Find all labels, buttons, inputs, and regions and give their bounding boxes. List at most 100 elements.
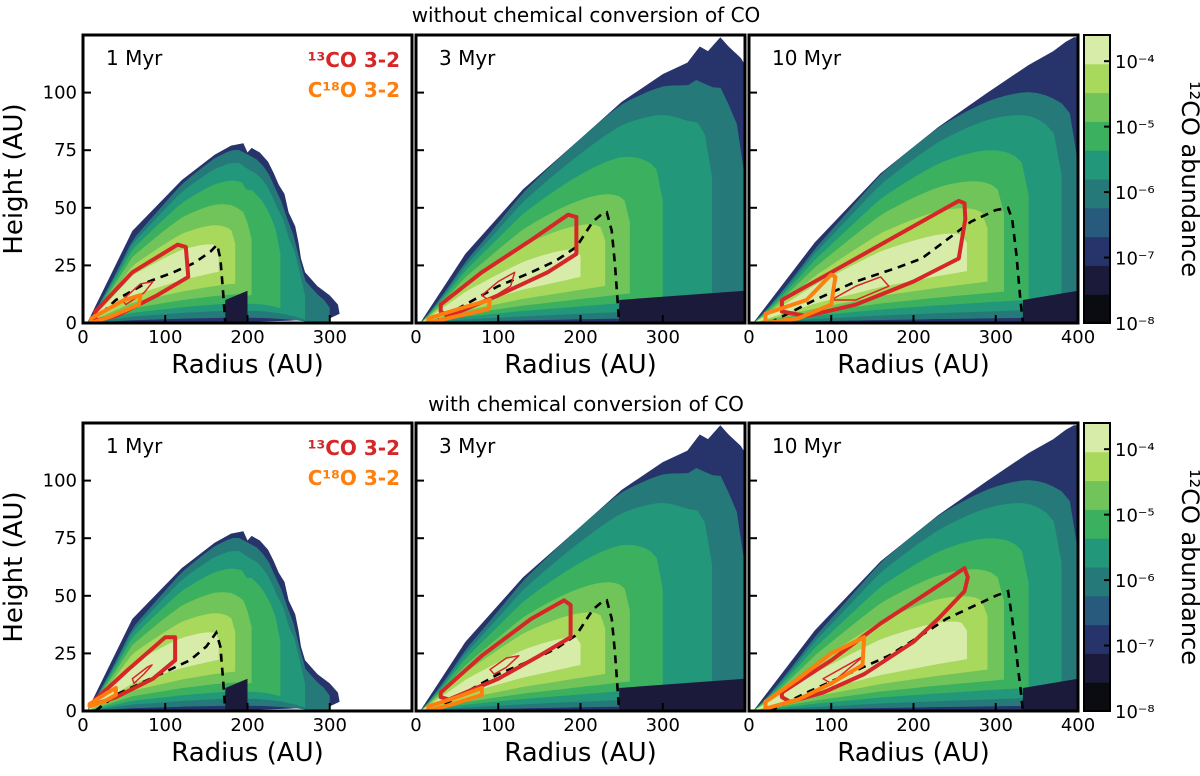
y-tick-label: 25	[54, 643, 77, 664]
colorbar-tick-label: 10⁻⁸	[1115, 314, 1155, 335]
colorbar-level	[1084, 423, 1110, 453]
x-tick-label: 0	[77, 327, 88, 348]
x-axis-label: Radius (AU)	[171, 350, 324, 380]
y-tick-label: 0	[66, 313, 77, 334]
colorbar-tick-label: 10⁻⁵	[1115, 506, 1155, 527]
plot-area	[83, 531, 340, 711]
time-label: 10 Myr	[772, 434, 842, 458]
plot-area	[749, 425, 1078, 711]
x-tick-label: 300	[313, 327, 347, 348]
x-tick-label: 300	[313, 715, 347, 736]
colorbar-tick-label: 10⁻⁴	[1115, 440, 1155, 461]
y-tick-label: 50	[54, 586, 77, 607]
x-tick-label: 200	[563, 715, 597, 736]
x-axis-label: Radius (AU)	[171, 738, 324, 768]
x-axis-label: Radius (AU)	[837, 738, 990, 768]
x-tick-label: 300	[979, 715, 1013, 736]
legend-entry: ¹³CO 3-2	[308, 436, 400, 460]
colorbar-tick-label: 10⁻⁸	[1115, 702, 1155, 723]
colorbar-level	[1084, 294, 1110, 324]
y-tick-label: 100	[43, 83, 77, 104]
legend-entry: C¹⁸O 3-2	[308, 78, 400, 102]
panel-1-2: 10 Myr 0 100 200 300 400 Radius (AU)	[743, 421, 1095, 768]
plot-area	[83, 143, 340, 323]
colorbar-level	[1084, 35, 1110, 65]
co13-contour-inner	[131, 664, 153, 685]
colorbar-level	[1084, 92, 1110, 122]
c18o-contour	[87, 685, 118, 709]
x-tick-label: 300	[979, 327, 1013, 348]
colorbar-tick-label: 10⁻⁶	[1115, 571, 1155, 592]
colorbar-level	[1084, 624, 1110, 654]
colorbar-level	[1084, 63, 1110, 94]
colorbar-level	[1084, 451, 1110, 482]
colorbar-tick-label: 10⁻⁴	[1115, 52, 1155, 73]
x-tick-label: 0	[743, 327, 754, 348]
colorbar-frame	[1083, 422, 1111, 712]
x-tick-label: 0	[410, 327, 421, 348]
panel-0-2: 10 Myr 0 100 200 300 400 Radius (AU)	[743, 33, 1095, 380]
x-tick-label: 200	[896, 327, 930, 348]
co13-contour-inner	[121, 280, 154, 306]
colorbar-level	[1084, 265, 1110, 295]
y-tick-label: 75	[54, 528, 77, 549]
colorbar-level	[1084, 150, 1110, 180]
contour-level	[225, 678, 248, 711]
x-tick-label: 0	[743, 715, 754, 736]
plot-area	[416, 37, 745, 323]
x-tick-label: 300	[646, 715, 680, 736]
contour-level	[87, 632, 219, 711]
x-tick-label: 0	[410, 715, 421, 736]
time-label: 3 Myr	[439, 434, 496, 458]
colorbar-tick-label: 10⁻⁷	[1115, 637, 1155, 658]
y-tick-label: 0	[66, 701, 77, 722]
colorbar-level	[1084, 567, 1110, 597]
colorbar-level	[1084, 595, 1110, 626]
colorbar-level	[1084, 538, 1110, 568]
x-axis-label: Radius (AU)	[837, 350, 990, 380]
y-axis-label: Height (AU)	[0, 491, 29, 642]
colorbars: 10⁻⁸ 10⁻⁷ 10⁻⁶ 10⁻⁵ 10⁻⁴ ¹²CO abundance 10⁻⁸ 10…	[1083, 34, 1200, 723]
snowline	[768, 206, 1025, 323]
x-tick-label: 100	[148, 327, 182, 348]
time-label: 1 Myr	[106, 434, 163, 458]
colorbar-level	[1084, 653, 1110, 683]
y-tick-label: 50	[54, 198, 77, 219]
snowline	[431, 598, 621, 711]
colorbar-level	[1084, 179, 1110, 209]
x-axis-label: Radius (AU)	[504, 350, 657, 380]
x-tick-label: 300	[646, 327, 680, 348]
x-tick-label: 100	[814, 327, 848, 348]
time-label: 3 Myr	[439, 46, 496, 70]
y-tick-label: 100	[43, 471, 77, 492]
colorbar-level	[1084, 236, 1110, 266]
colorbar: 10⁻⁸ 10⁻⁷ 10⁻⁶ 10⁻⁵ 10⁻⁴ ¹²CO abundance	[1083, 34, 1200, 335]
c18o-contour	[763, 635, 867, 711]
colorbar-tick-label: 10⁻⁷	[1115, 249, 1155, 270]
plot-area	[749, 37, 1078, 323]
colorbar-label: ¹²CO abundance	[1176, 469, 1200, 665]
c18o-contour	[426, 685, 484, 711]
contour-level	[619, 290, 745, 323]
time-label: 1 Myr	[106, 46, 163, 70]
co13-contour-inner	[830, 276, 890, 301]
plot-area	[416, 425, 745, 711]
x-tick-label: 100	[148, 715, 182, 736]
colorbar-level	[1084, 207, 1110, 238]
row-title-top: without chemical conversion of CO	[412, 3, 761, 27]
co13-contour-inner	[489, 654, 520, 675]
snowline	[90, 242, 227, 323]
legend-entry: ¹³CO 3-2	[308, 48, 400, 72]
x-tick-label: 400	[1061, 715, 1095, 736]
x-tick-label: 400	[1061, 327, 1095, 348]
colorbar-level	[1084, 682, 1110, 712]
contour-level	[1022, 678, 1078, 711]
colorbar-label: ¹²CO abundance	[1176, 81, 1200, 277]
legend-entry: C¹⁸O 3-2	[308, 466, 400, 490]
row-title-bottom: with chemical conversion of CO	[428, 392, 744, 416]
x-tick-label: 0	[77, 715, 88, 736]
